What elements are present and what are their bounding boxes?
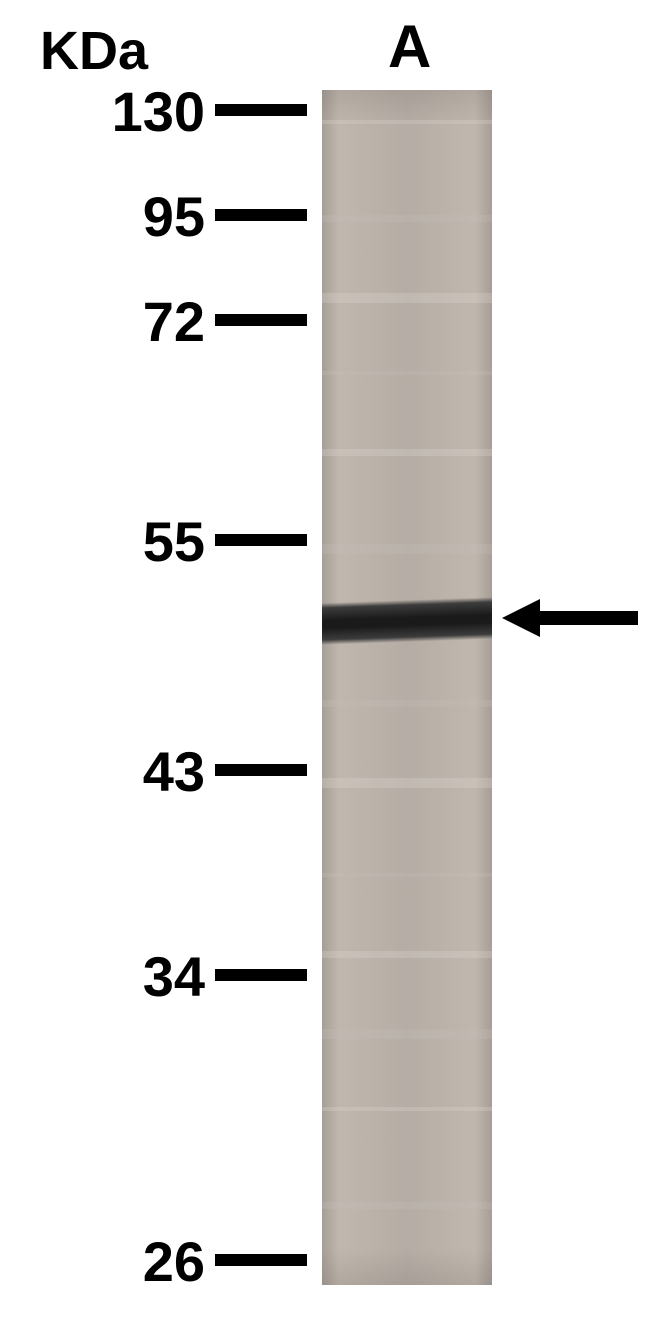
blot-lane-A bbox=[322, 90, 492, 1285]
marker-tick-72 bbox=[215, 314, 307, 326]
marker-tick-26 bbox=[215, 1254, 307, 1266]
lane-A-label: A bbox=[388, 12, 431, 81]
marker-tick-130 bbox=[215, 104, 307, 116]
marker-label-34: 34 bbox=[35, 944, 205, 1009]
protein-band bbox=[322, 597, 492, 645]
marker-label-26: 26 bbox=[35, 1229, 205, 1294]
arrow-head-icon bbox=[502, 599, 540, 637]
marker-tick-43 bbox=[215, 764, 307, 776]
western-blot-figure: KDa A 130 95 72 55 43 34 26 bbox=[0, 0, 650, 1328]
marker-label-55: 55 bbox=[35, 509, 205, 574]
marker-tick-95 bbox=[215, 209, 307, 221]
marker-label-130: 130 bbox=[35, 79, 205, 144]
marker-label-43: 43 bbox=[35, 739, 205, 804]
unit-label: KDa bbox=[40, 20, 148, 82]
marker-label-95: 95 bbox=[35, 184, 205, 249]
marker-tick-55 bbox=[215, 534, 307, 546]
marker-tick-34 bbox=[215, 969, 307, 981]
marker-label-72: 72 bbox=[35, 289, 205, 354]
arrow-shaft bbox=[525, 611, 638, 625]
